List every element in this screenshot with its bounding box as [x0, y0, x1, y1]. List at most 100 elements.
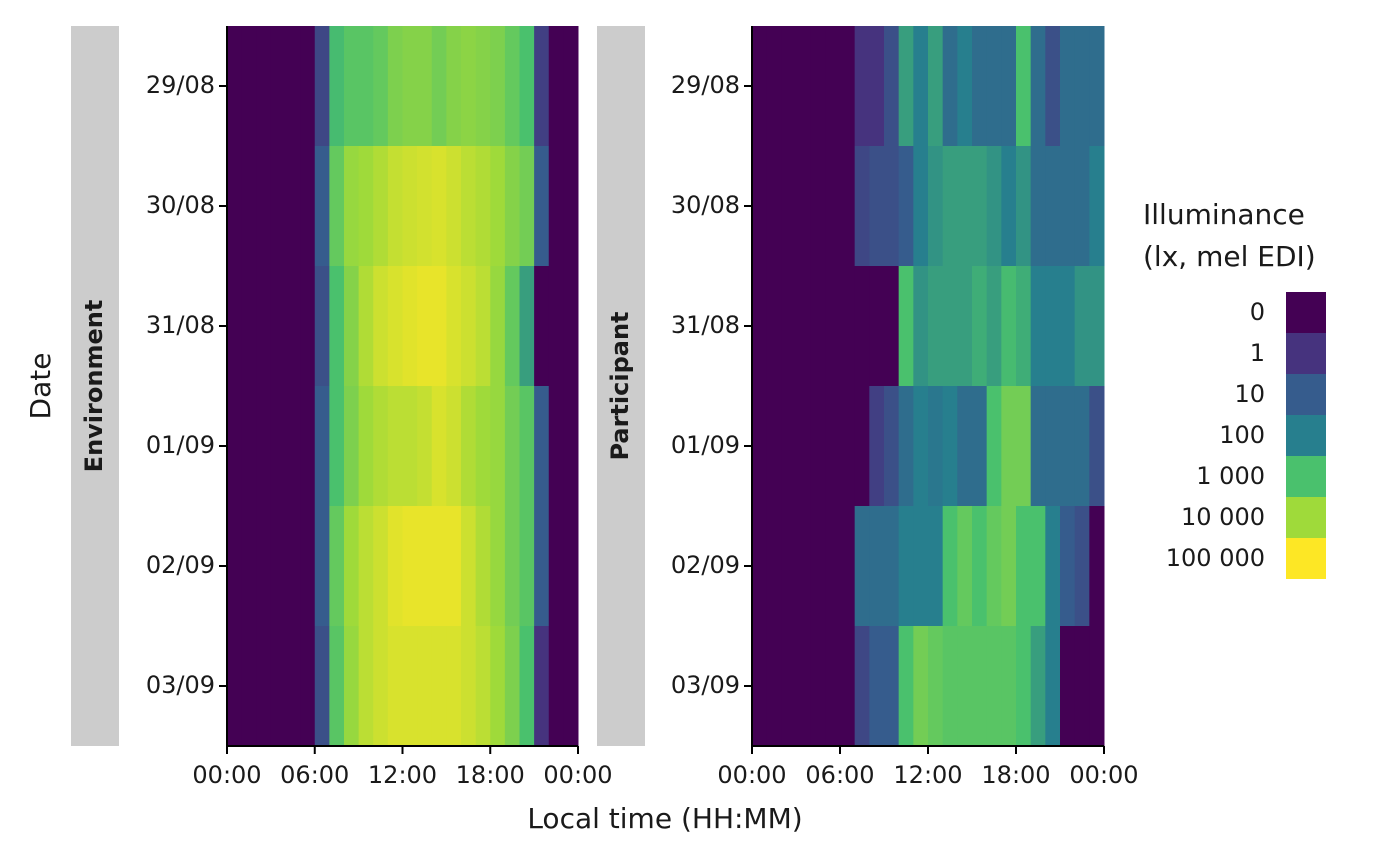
- heat-cell: [300, 266, 316, 387]
- heat-cell: [781, 266, 797, 387]
- heat-cell: [1060, 26, 1076, 147]
- heat-cell: [504, 626, 520, 747]
- heat-cell: [752, 626, 768, 747]
- heat-cell: [898, 146, 914, 267]
- heat-cell: [387, 626, 403, 747]
- heat-cell: [344, 506, 360, 627]
- heat-cell: [854, 626, 870, 747]
- heat-cell: [446, 26, 462, 147]
- heat-cell: [417, 266, 433, 387]
- heat-cell: [461, 266, 477, 387]
- heat-cell: [840, 626, 856, 747]
- heat-cell: [1045, 626, 1061, 747]
- heat-cell: [913, 506, 929, 627]
- legend-title: (lx, mel EDI): [1143, 240, 1316, 273]
- heat-cell: [898, 266, 914, 387]
- heat-cell: [957, 266, 973, 387]
- heat-cell: [548, 506, 564, 627]
- heat-cell: [1001, 26, 1017, 147]
- heat-cell: [1030, 146, 1046, 267]
- heat-cell: [344, 146, 360, 267]
- heat-cell: [446, 626, 462, 747]
- heat-cell: [1074, 266, 1090, 387]
- heat-cell: [358, 506, 374, 627]
- x-tick-label: 06:00: [805, 761, 874, 789]
- heat-cell: [461, 146, 477, 267]
- heat-cell: [344, 386, 360, 507]
- heat-cell: [227, 266, 243, 387]
- heat-cell: [840, 386, 856, 507]
- heat-cell: [766, 266, 782, 387]
- heat-cell: [519, 506, 535, 627]
- heat-cell: [796, 626, 812, 747]
- heat-cell: [373, 26, 389, 147]
- heat-cell: [1001, 266, 1017, 387]
- heat-cell: [314, 626, 330, 747]
- heat-cell: [285, 26, 301, 147]
- heat-cell: [1060, 626, 1076, 747]
- heat-cell: [534, 26, 550, 147]
- heat-cell: [358, 146, 374, 267]
- heat-cell: [752, 146, 768, 267]
- heat-cell: [840, 266, 856, 387]
- heat-cell: [928, 506, 944, 627]
- heat-cell: [373, 626, 389, 747]
- heat-cell: [504, 146, 520, 267]
- heat-cell: [1030, 506, 1046, 627]
- heat-cell: [329, 506, 345, 627]
- heat-cell: [373, 386, 389, 507]
- x-tick-label: 00:00: [1069, 761, 1138, 789]
- heat-cell: [884, 626, 900, 747]
- heat-cell: [431, 626, 447, 747]
- heat-cell: [519, 146, 535, 267]
- y-axis-title: Date: [24, 353, 57, 420]
- heat-cell: [986, 386, 1002, 507]
- heat-cell: [928, 146, 944, 267]
- legend-label: 100: [1219, 421, 1265, 449]
- heat-cell: [781, 626, 797, 747]
- heat-cell: [241, 506, 257, 627]
- heat-cell: [957, 146, 973, 267]
- heat-cell: [898, 386, 914, 507]
- heat-cell: [344, 266, 360, 387]
- heat-cell: [928, 626, 944, 747]
- heat-cell: [1074, 506, 1090, 627]
- facet-label: Environment: [80, 300, 108, 473]
- heat-cell: [752, 506, 768, 627]
- heat-cell: [563, 266, 579, 387]
- y-tick-label: 02/09: [146, 551, 215, 579]
- legend-label: 10: [1234, 380, 1265, 408]
- heat-cell: [548, 266, 564, 387]
- heat-cell: [869, 626, 885, 747]
- heat-cell: [825, 386, 841, 507]
- heat-cell: [329, 146, 345, 267]
- heat-cell: [285, 506, 301, 627]
- heat-cell: [461, 26, 477, 147]
- heat-cell: [314, 266, 330, 387]
- heat-cell: [972, 626, 988, 747]
- heat-cell: [300, 386, 316, 507]
- heat-cell: [329, 26, 345, 147]
- legend-key: [1286, 374, 1326, 415]
- heat-cell: [1045, 146, 1061, 267]
- heat-cell: [810, 506, 826, 627]
- heat-cell: [300, 506, 316, 627]
- heat-cell: [869, 146, 885, 267]
- heat-cell: [898, 26, 914, 147]
- heat-cell: [781, 26, 797, 147]
- heat-cell: [825, 26, 841, 147]
- heat-cell: [373, 266, 389, 387]
- heat-cell: [256, 386, 272, 507]
- heat-cell: [563, 506, 579, 627]
- heat-cell: [417, 146, 433, 267]
- heat-cell: [270, 386, 286, 507]
- heat-cell: [986, 626, 1002, 747]
- heat-cell: [1016, 506, 1032, 627]
- heat-cell: [256, 26, 272, 147]
- heat-cell: [1089, 266, 1105, 387]
- heat-cell: [241, 386, 257, 507]
- heat-cell: [810, 626, 826, 747]
- heat-cell: [446, 146, 462, 267]
- heat-cell: [766, 626, 782, 747]
- heat-cell: [285, 386, 301, 507]
